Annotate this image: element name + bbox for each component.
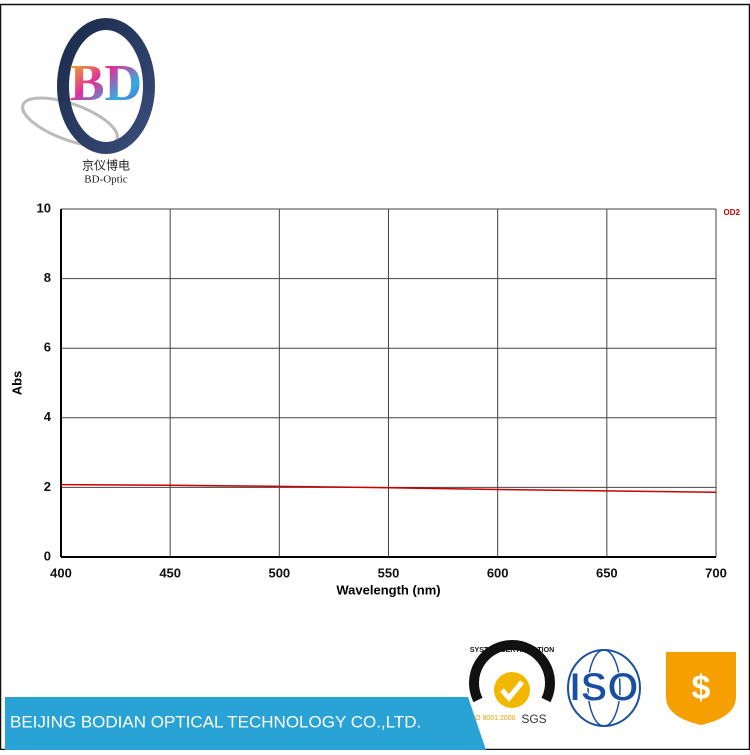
x-axis-label: Wavelength (nm) bbox=[336, 582, 440, 597]
y-axis-label: Abs bbox=[9, 371, 24, 396]
chart: 0 2 4 6 8 10 400 450 500 550 600 650 700 Wavelength (… bbox=[9, 200, 740, 597]
y-tick-label: 10 bbox=[37, 200, 51, 215]
iso-globe-meridian bbox=[587, 649, 621, 727]
sgs-standard: ISO 9001:2000 bbox=[468, 715, 515, 722]
x-tick-label: 500 bbox=[268, 565, 290, 580]
logo-swoosh bbox=[21, 96, 119, 148]
logo-mark: BD bbox=[70, 55, 142, 112]
logo-name-en: BD-Optic bbox=[84, 174, 128, 186]
logo-ring bbox=[57, 18, 155, 154]
logo-name-cn: 京仪博电 bbox=[82, 158, 130, 173]
x-tick-label: 600 bbox=[487, 565, 509, 580]
iso-label: ISO bbox=[570, 666, 639, 710]
x-tick-label: 450 bbox=[159, 565, 181, 580]
series-line bbox=[60, 483, 717, 494]
y-tick-label: 8 bbox=[44, 270, 51, 285]
sgs-check bbox=[500, 680, 524, 702]
y-tick-label: 0 bbox=[44, 548, 51, 563]
y-tick-label: 6 bbox=[44, 340, 51, 355]
sgs-ring-text: SYSTEM CERTIFICATION bbox=[470, 647, 554, 654]
x-tick-label: 550 bbox=[378, 565, 400, 580]
legend-label: OD2 bbox=[724, 208, 741, 217]
x-tick-label: 650 bbox=[596, 565, 618, 580]
y-tick-label: 2 bbox=[44, 479, 51, 494]
frame bbox=[0, 3, 750, 751]
x-tick-label: 700 bbox=[705, 565, 727, 580]
y-tick-label: 4 bbox=[44, 409, 52, 424]
badges: SYSTEM CERTIFICATION ISO 9001:2000 SGS I… bbox=[468, 640, 736, 727]
footer-bar bbox=[5, 697, 486, 750]
shield-label: $ bbox=[692, 669, 711, 707]
footer-text: BEIJING BODIAN OPTICAL TECHNOLOGY CO.,LT… bbox=[10, 712, 421, 731]
sgs-check-bg bbox=[494, 672, 530, 708]
sgs-label: SGS bbox=[521, 712, 546, 726]
x-tick-label: 400 bbox=[50, 565, 72, 580]
sgs-ring bbox=[469, 640, 555, 703]
shield bbox=[666, 652, 736, 725]
logo: BD 京仪博电 BD-Optic bbox=[21, 18, 155, 186]
